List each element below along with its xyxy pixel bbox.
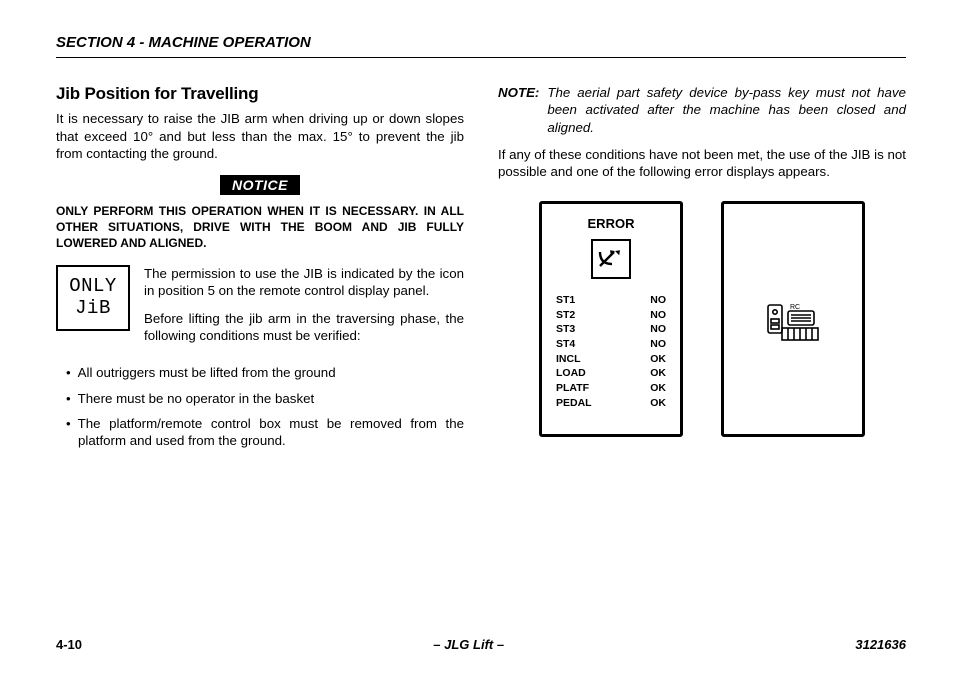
error-display-2: RC xyxy=(721,201,865,437)
list-item: The platform/remote control box must be … xyxy=(56,415,464,450)
status-key: ST1 xyxy=(556,293,575,308)
footer-doc-number: 3121636 xyxy=(855,637,906,652)
jib-intro-paragraph: It is necessary to raise the JIB arm whe… xyxy=(56,110,464,163)
error-status-table: ST1 NO ST2 NO ST3 NO ST4 NO INCL OK LOAD OK PL… xyxy=(556,293,666,411)
conditions-list: All outriggers must be lifted from the g… xyxy=(56,364,464,449)
right-column: NOTE: The aerial part safety device by-p… xyxy=(498,84,906,457)
table-row: PEDAL OK xyxy=(556,396,666,411)
page-footer: 4-10 – JLG Lift – 3121636 xyxy=(56,637,906,652)
note-label: NOTE: xyxy=(498,84,539,136)
jib-heading: Jib Position for Travelling xyxy=(56,84,464,104)
table-row: INCL OK xyxy=(556,352,666,367)
only-jib-description: The permission to use the JIB is indicat… xyxy=(144,265,464,354)
status-key: ST2 xyxy=(556,308,575,323)
table-row: ST3 NO xyxy=(556,322,666,337)
status-val: NO xyxy=(650,308,666,323)
status-val: OK xyxy=(650,366,666,381)
status-key: ST4 xyxy=(556,337,575,352)
rc-error-icon xyxy=(591,239,631,279)
only-jib-line1: ONLY xyxy=(69,276,117,298)
footer-page-number: 4-10 xyxy=(56,637,82,652)
error-title: ERROR xyxy=(556,216,666,231)
list-item: There must be no operator in the basket xyxy=(56,390,464,407)
note-block: NOTE: The aerial part safety device by-p… xyxy=(498,84,906,136)
notice-text: ONLY PERFORM THIS OPERATION WHEN IT IS N… xyxy=(56,203,464,252)
footer-title: – JLG Lift – xyxy=(433,637,504,652)
table-row: PLATF OK xyxy=(556,381,666,396)
svg-text:RC: RC xyxy=(790,304,800,311)
status-val: OK xyxy=(650,381,666,396)
status-val: NO xyxy=(650,337,666,352)
left-column: Jib Position for Travelling It is necess… xyxy=(56,84,464,457)
status-val: OK xyxy=(650,352,666,367)
content-columns: Jib Position for Travelling It is necess… xyxy=(56,84,906,457)
status-val: NO xyxy=(650,293,666,308)
status-val: NO xyxy=(650,322,666,337)
error-displays: ERROR ST1 NO ST2 NO ST3 NO ST4 NO xyxy=(498,201,906,437)
error-intro-paragraph: If any of these conditions have not been… xyxy=(498,146,906,181)
status-key: PLATF xyxy=(556,381,589,396)
status-key: INCL xyxy=(556,352,581,367)
remote-control-icon: RC xyxy=(738,216,848,424)
note-body: The aerial part safety device by-pass ke… xyxy=(547,84,906,136)
only-jib-line2: JiB xyxy=(75,298,111,320)
notice-badge: NOTICE xyxy=(220,175,300,195)
only-jib-icon: ONLY JiB xyxy=(56,265,130,331)
list-item: All outriggers must be lifted from the g… xyxy=(56,364,464,381)
table-row: LOAD OK xyxy=(556,366,666,381)
table-row: ST2 NO xyxy=(556,308,666,323)
section-header: SECTION 4 - MACHINE OPERATION xyxy=(56,34,906,58)
table-row: ST4 NO xyxy=(556,337,666,352)
icon-paragraph-1: The permission to use the JIB is indicat… xyxy=(144,265,464,300)
icon-paragraph-2: Before lifting the jib arm in the traver… xyxy=(144,310,464,345)
status-key: ST3 xyxy=(556,322,575,337)
table-row: ST1 NO xyxy=(556,293,666,308)
error-display-1: ERROR ST1 NO ST2 NO ST3 NO ST4 NO xyxy=(539,201,683,437)
notice-badge-wrap: NOTICE xyxy=(56,175,464,195)
status-key: LOAD xyxy=(556,366,586,381)
error-icon-wrap xyxy=(556,239,666,279)
status-key: PEDAL xyxy=(556,396,592,411)
status-val: OK xyxy=(650,396,666,411)
only-jib-row: ONLY JiB The permission to use the JIB i… xyxy=(56,265,464,354)
